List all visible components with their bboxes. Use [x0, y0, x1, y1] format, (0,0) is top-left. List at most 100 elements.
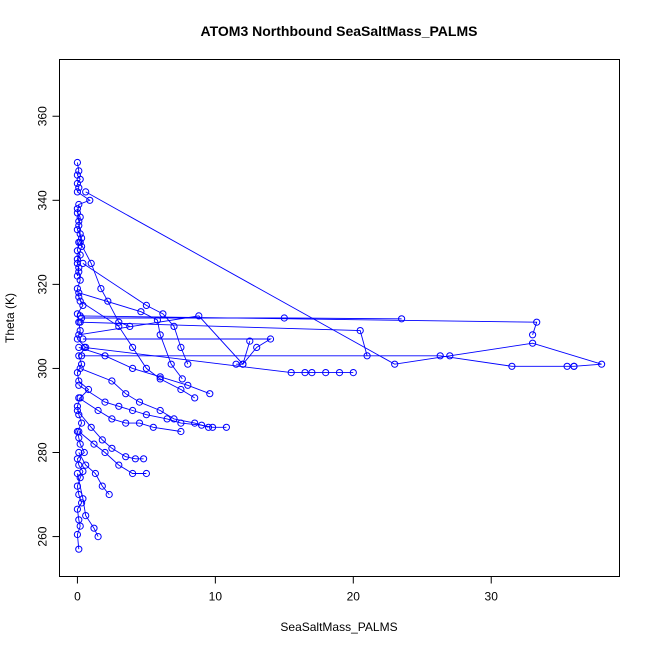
data-point [129, 364, 137, 372]
data-point [253, 343, 261, 351]
data-point [142, 364, 150, 372]
data-point [436, 352, 444, 360]
data-point [349, 369, 357, 377]
data-point [73, 272, 82, 280]
y-tick-label: 280 [36, 442, 50, 462]
data-point [97, 285, 105, 293]
data-point [308, 369, 316, 377]
data-point [122, 453, 130, 461]
data-point [108, 377, 116, 385]
x-axis-label: SeaSaltMass_PALMS [280, 620, 397, 634]
data-point [82, 188, 90, 196]
data-point [73, 469, 82, 478]
data-point [86, 196, 94, 204]
data-point [122, 390, 130, 398]
data-point [598, 360, 606, 368]
data-point [78, 360, 86, 368]
data-point [87, 259, 95, 267]
series-17-line [78, 431, 147, 474]
series-20-line [79, 242, 130, 327]
data-point [129, 406, 137, 415]
data-point [135, 419, 144, 427]
data-point [78, 314, 86, 322]
data-point [159, 310, 167, 318]
data-point [98, 482, 106, 490]
series-5-line [80, 321, 368, 356]
data-point [79, 495, 87, 503]
data-point [78, 352, 86, 360]
data-point [191, 419, 199, 427]
series-16-line [77, 410, 144, 460]
data-point [222, 423, 230, 431]
data-point [178, 375, 186, 383]
series-6-line [78, 315, 251, 366]
data-point [75, 427, 83, 436]
data-point [73, 285, 82, 293]
data-point [101, 352, 109, 360]
data-point [73, 179, 82, 188]
data-point [76, 297, 84, 305]
data-point [446, 352, 454, 360]
data-point [75, 448, 83, 457]
data-point [209, 423, 217, 431]
y-tick-label: 340 [36, 190, 50, 210]
data-point [177, 343, 185, 351]
data-point [76, 364, 84, 372]
data-point [73, 226, 82, 234]
data-point [246, 337, 254, 345]
data-point [105, 490, 113, 499]
data-point [156, 375, 164, 383]
data-point [75, 377, 83, 385]
data-point [108, 444, 116, 452]
data-point [108, 415, 116, 423]
y-tick-label: 320 [36, 274, 50, 294]
y-tick-label: 300 [36, 358, 50, 378]
data-point [76, 327, 84, 335]
data-point [73, 406, 82, 415]
data-point [115, 318, 123, 326]
data-point [184, 381, 192, 389]
series-group [73, 158, 606, 553]
series-4-line [81, 317, 402, 320]
data-point [232, 360, 240, 368]
data-point [191, 394, 199, 402]
data-point [156, 406, 164, 415]
data-point [91, 469, 100, 478]
data-point [533, 318, 541, 326]
series-13-line [80, 367, 209, 428]
data-point [101, 448, 109, 457]
x-tick-label: 10 [209, 590, 223, 604]
data-point [80, 343, 88, 351]
data-point [301, 369, 309, 377]
data-point [98, 436, 106, 444]
data-point [177, 427, 185, 436]
data-point [73, 188, 82, 196]
data-point [239, 360, 247, 368]
data-point [75, 184, 83, 192]
data-point [170, 322, 178, 330]
data-point [76, 251, 84, 259]
data-point [131, 455, 139, 463]
data-point [142, 301, 150, 309]
data-point [356, 327, 364, 335]
data-point [76, 213, 84, 221]
data-point [391, 360, 399, 368]
data-point [266, 335, 275, 343]
data-point [153, 316, 161, 324]
series-3-line [80, 315, 538, 335]
data-point [87, 423, 95, 431]
data-point [75, 264, 83, 272]
data-point [529, 339, 537, 347]
data-point [163, 415, 171, 423]
data-point [73, 158, 82, 167]
data-point [142, 411, 150, 419]
data-point [75, 545, 83, 553]
x-axis: 0 10 20 30 [74, 576, 498, 604]
data-point [167, 360, 175, 368]
data-point [170, 415, 178, 423]
data-point [73, 505, 82, 513]
data-point [73, 530, 82, 539]
data-point [94, 533, 102, 541]
data-point [529, 331, 537, 339]
